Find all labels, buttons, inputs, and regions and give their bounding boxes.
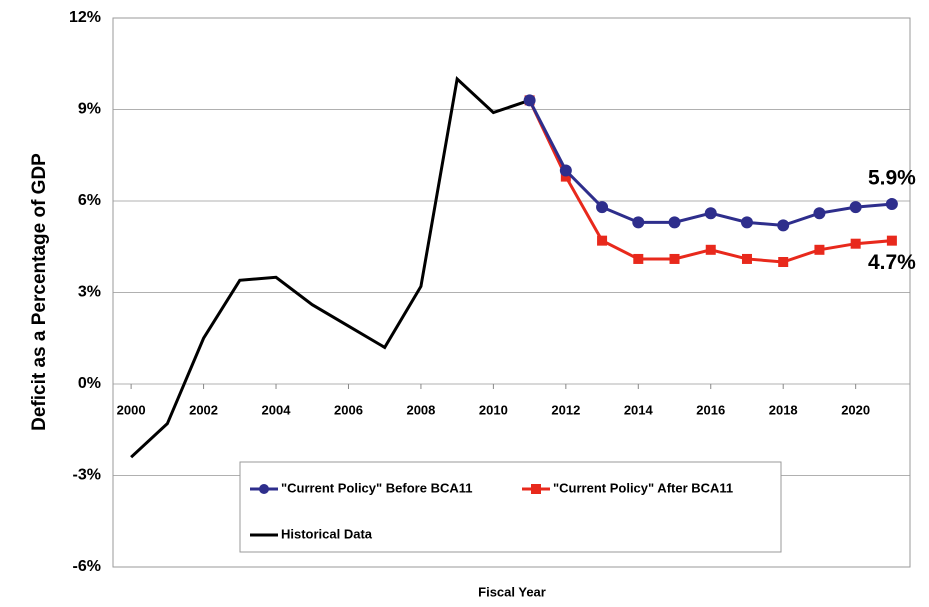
legend-marker (259, 484, 269, 494)
x-axis-label: Fiscal Year (478, 584, 546, 599)
y-tick-label: -3% (73, 467, 101, 484)
marker (560, 171, 571, 182)
marker (668, 216, 681, 229)
marker (814, 244, 825, 255)
legend-box (239, 461, 782, 553)
x-tick-label: 2008 (406, 402, 435, 417)
marker (523, 94, 536, 107)
marker (597, 235, 608, 246)
y-tick-label: 12% (69, 9, 101, 26)
marker (777, 219, 790, 232)
y-tick-label: -6% (73, 558, 101, 575)
legend-marker (531, 484, 541, 494)
marker (885, 198, 898, 211)
y-tick-label: 0% (78, 375, 101, 392)
plot-frame (112, 17, 911, 568)
marker (704, 207, 717, 220)
marker (886, 235, 897, 246)
x-tick-label: 2006 (334, 402, 363, 417)
marker (849, 201, 862, 214)
x-tick-label: 2014 (624, 402, 654, 417)
x-tick-label: 2012 (551, 402, 580, 417)
x-tick-label: 2018 (769, 402, 798, 417)
marker (813, 207, 826, 220)
marker (850, 238, 861, 249)
y-axis-label: Deficit as a Percentage of GDP (29, 153, 50, 431)
legend-label: "Current Policy" Before BCA11 (281, 480, 473, 495)
x-tick-label: 2016 (696, 402, 725, 417)
legend-label: "Current Policy" After BCA11 (553, 480, 733, 495)
legend-label: Historical Data (281, 526, 373, 541)
marker (778, 257, 789, 267)
data-label: 5.9% (868, 167, 916, 190)
marker (632, 216, 645, 229)
marker (741, 253, 752, 264)
marker (633, 253, 644, 264)
marker (669, 253, 680, 264)
x-tick-label: 2000 (117, 402, 146, 417)
marker (705, 244, 716, 255)
y-tick-label: 6% (78, 192, 101, 209)
x-tick-label: 2010 (479, 402, 508, 417)
marker (740, 216, 753, 229)
y-tick-label: 9% (78, 101, 101, 118)
x-tick-label: 2020 (841, 402, 870, 417)
data-label: 4.7% (868, 251, 916, 274)
x-tick-label: 2004 (262, 402, 292, 417)
marker (559, 164, 572, 177)
marker (596, 201, 609, 214)
x-tick-label: 2002 (189, 402, 218, 417)
y-tick-label: 3% (78, 284, 101, 301)
series-line (130, 76, 531, 459)
